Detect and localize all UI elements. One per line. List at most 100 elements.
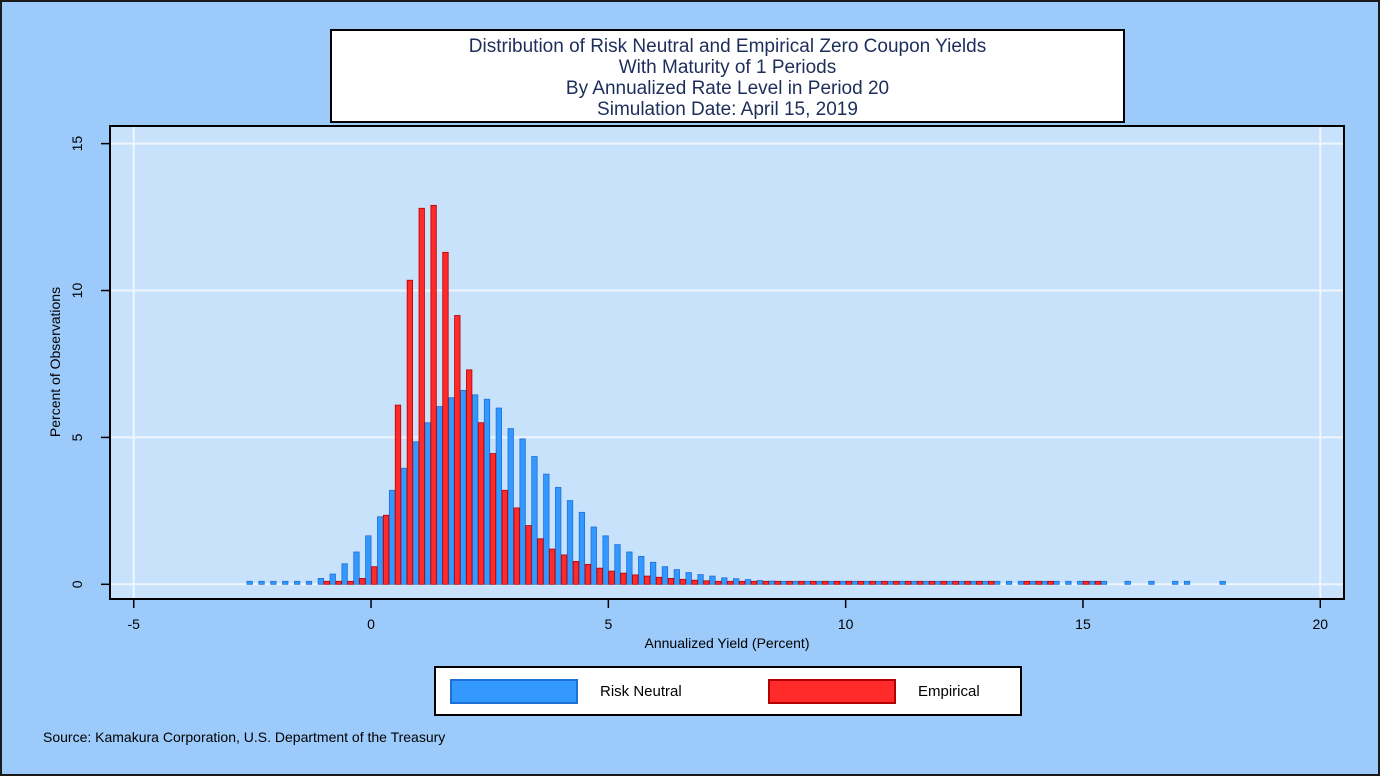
bar-risk-neutral bbox=[982, 580, 989, 585]
bar-empirical bbox=[798, 580, 805, 585]
bar-empirical bbox=[596, 567, 603, 585]
bar-empirical bbox=[644, 575, 651, 585]
bar-empirical bbox=[406, 279, 413, 585]
bar-empirical bbox=[738, 580, 746, 585]
bar-empirical bbox=[513, 507, 520, 585]
bar-risk-neutral bbox=[471, 394, 479, 585]
x-axis-title: Annualized Yield (Percent) bbox=[645, 635, 810, 651]
bar-risk-neutral bbox=[341, 563, 348, 585]
bar-risk-neutral bbox=[495, 407, 502, 585]
bar-empirical bbox=[430, 204, 437, 585]
bar-empirical bbox=[584, 563, 591, 585]
bar-empirical bbox=[466, 369, 473, 585]
bar-risk-neutral bbox=[1088, 580, 1096, 585]
bar-empirical bbox=[632, 574, 639, 585]
bar-risk-neutral bbox=[1077, 580, 1084, 585]
bar-empirical bbox=[774, 580, 781, 585]
bar-risk-neutral bbox=[875, 580, 882, 585]
bar-risk-neutral bbox=[685, 572, 692, 585]
bar-risk-neutral bbox=[1124, 580, 1131, 585]
y-tick-label: 15 bbox=[69, 136, 85, 152]
bar-risk-neutral bbox=[555, 486, 562, 585]
x-tick-label: 0 bbox=[367, 616, 375, 632]
bar-empirical bbox=[940, 580, 947, 585]
y-axis-title: Percent of Observations bbox=[47, 287, 63, 437]
bar-risk-neutral bbox=[1065, 580, 1072, 585]
x-tick-label: 15 bbox=[1075, 616, 1091, 632]
bar-risk-neutral bbox=[317, 578, 325, 585]
bar-empirical bbox=[525, 525, 532, 585]
bar-risk-neutral bbox=[543, 473, 550, 585]
bar-risk-neutral bbox=[1005, 580, 1013, 585]
bar-empirical bbox=[715, 580, 722, 585]
bar-risk-neutral bbox=[721, 577, 728, 585]
bar-risk-neutral bbox=[258, 580, 265, 585]
bar-risk-neutral bbox=[958, 580, 965, 585]
bar-empirical bbox=[335, 580, 342, 585]
x-tick-label: -5 bbox=[128, 616, 141, 632]
bar-risk-neutral bbox=[329, 573, 336, 585]
bar-risk-neutral bbox=[460, 390, 467, 585]
bar-empirical bbox=[620, 572, 627, 585]
bar-empirical bbox=[667, 578, 675, 585]
bar-risk-neutral bbox=[353, 551, 360, 585]
bar-risk-neutral bbox=[673, 569, 680, 585]
bar-risk-neutral bbox=[1041, 580, 1048, 585]
bar-risk-neutral bbox=[649, 561, 657, 585]
bar-risk-neutral bbox=[887, 580, 894, 585]
bar-risk-neutral bbox=[851, 580, 858, 585]
bar-risk-neutral bbox=[1183, 580, 1191, 585]
chart-title-line-4: Simulation Date: April 15, 2019 bbox=[597, 99, 858, 120]
bar-risk-neutral bbox=[792, 580, 799, 585]
bar-risk-neutral bbox=[282, 580, 289, 585]
grid-lines bbox=[111, 127, 1343, 598]
x-tick-label: 20 bbox=[1312, 616, 1328, 632]
bar-risk-neutral bbox=[922, 580, 930, 585]
bar-risk-neutral bbox=[839, 580, 847, 585]
bar-empirical bbox=[323, 580, 330, 585]
bar-empirical bbox=[1035, 580, 1042, 585]
bar-empirical bbox=[418, 207, 425, 585]
bar-empirical bbox=[394, 404, 402, 585]
bar-risk-neutral bbox=[519, 438, 526, 585]
y-tick-label: 5 bbox=[69, 433, 85, 441]
bar-risk-neutral bbox=[804, 580, 811, 585]
bar-risk-neutral bbox=[946, 580, 953, 585]
bar-empirical bbox=[905, 580, 912, 585]
bar-risk-neutral bbox=[400, 467, 408, 585]
bar-risk-neutral bbox=[578, 511, 586, 585]
axes: -5 0 5 10 15 20 0 5 10 15 bbox=[69, 136, 1328, 632]
bar-empirical bbox=[679, 578, 686, 585]
chart-title-line-2: With Maturity of 1 Periods bbox=[618, 57, 837, 78]
bar-empirical bbox=[833, 580, 841, 585]
bar-empirical bbox=[572, 560, 580, 585]
bar-risk-neutral bbox=[863, 580, 870, 585]
chart-title-line-1: Distribution of Risk Neutral and Empiric… bbox=[468, 36, 987, 57]
bar-empirical bbox=[359, 578, 366, 585]
bar-empirical bbox=[952, 580, 959, 585]
bar-risk-neutral bbox=[270, 580, 277, 585]
bar-risk-neutral bbox=[531, 456, 538, 585]
bar-risk-neutral bbox=[756, 580, 764, 585]
bar-empirical bbox=[869, 580, 876, 585]
bar-empirical bbox=[691, 579, 698, 585]
bar-empirical bbox=[477, 422, 485, 585]
bar-empirical bbox=[1023, 580, 1030, 585]
bar-empirical bbox=[371, 566, 378, 585]
bar-risk-neutral bbox=[733, 578, 740, 585]
bar-empirical bbox=[1094, 580, 1102, 585]
bar-risk-neutral bbox=[899, 580, 906, 585]
bar-empirical bbox=[347, 580, 354, 585]
bar-empirical bbox=[442, 251, 449, 585]
legend: Risk Neutral Empirical bbox=[434, 666, 1022, 716]
bar-empirical bbox=[1047, 580, 1054, 585]
bar-risk-neutral bbox=[448, 397, 455, 585]
x-tick-label: 10 bbox=[838, 616, 854, 632]
bar-risk-neutral bbox=[614, 544, 621, 585]
bar-empirical bbox=[810, 580, 817, 585]
bar-empirical bbox=[1083, 580, 1090, 585]
bar-empirical bbox=[549, 548, 556, 585]
bar-risk-neutral bbox=[1100, 580, 1108, 585]
bar-risk-neutral bbox=[744, 579, 752, 585]
